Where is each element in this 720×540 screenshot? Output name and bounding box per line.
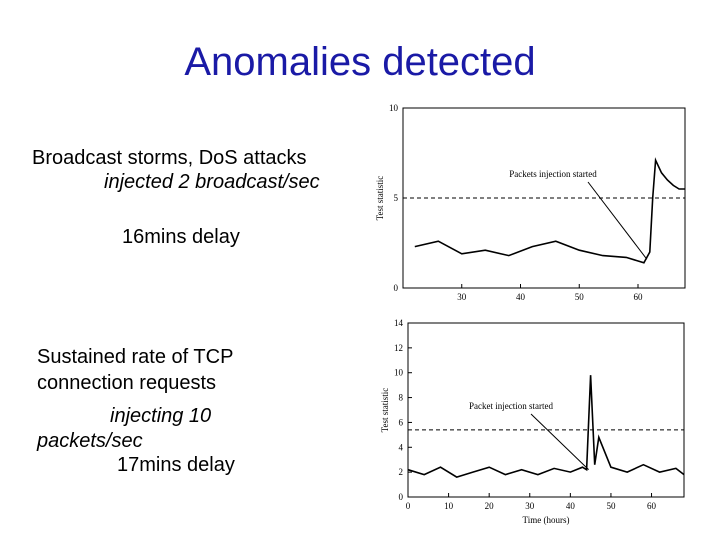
attack-type-label-2b: connection requests bbox=[37, 372, 217, 394]
y-tick-label: 4 bbox=[399, 442, 404, 452]
x-tick-label: 40 bbox=[566, 501, 576, 511]
attack-type-label: Broadcast storms, DoS attacks bbox=[32, 147, 307, 169]
injection-rate-label: injected 2 broadcast/sec bbox=[104, 171, 320, 193]
plot-frame bbox=[407, 322, 685, 498]
y-tick-label: 8 bbox=[399, 393, 404, 403]
tcp-test-statistic-chart: 0 2 4 6 8 10 12 14 0 10 20 30 40 50 60 Test statistic Ti… bbox=[380, 318, 685, 525]
y-tick-label: 6 bbox=[399, 417, 404, 427]
x-tick-label: 50 bbox=[606, 501, 616, 511]
x-tick-label: 30 bbox=[525, 501, 535, 511]
x-tick-label: 20 bbox=[485, 501, 495, 511]
x-tick-label: 40 bbox=[516, 292, 526, 302]
slide-title: Anomalies detected bbox=[184, 40, 536, 84]
injection-rate-label-2a: injecting 10 bbox=[110, 405, 212, 427]
injection-rate-label-2b: packets/sec bbox=[37, 430, 143, 452]
x-axis-label: Time (hours) bbox=[523, 515, 570, 525]
x-tick-label: 10 bbox=[444, 501, 454, 511]
y-tick-label: 2 bbox=[399, 467, 404, 477]
delay-label-2: 17mins delay bbox=[117, 454, 235, 476]
x-tick-label: 60 bbox=[647, 501, 657, 511]
annotation-label: Packets injection started bbox=[509, 169, 597, 179]
annotation-label: Packet injection started bbox=[469, 401, 553, 411]
series-line bbox=[407, 375, 685, 478]
y-axis-label: Test statistic bbox=[380, 388, 390, 433]
annotation-pointer bbox=[530, 413, 589, 471]
series-line bbox=[414, 157, 685, 264]
x-tick-label: 60 bbox=[634, 292, 644, 302]
y-tick-label: 0 bbox=[394, 283, 399, 293]
x-tick-label: 50 bbox=[575, 292, 585, 302]
y-tick-label: 10 bbox=[389, 104, 399, 113]
broadcast-test-statistic-chart: 0 5 10 30 40 50 60 Test statistic Packets inject… bbox=[375, 104, 686, 302]
y-axis-label: Test statistic bbox=[375, 176, 385, 221]
y-tick-label: 5 bbox=[394, 193, 399, 203]
annotation-pointer bbox=[587, 181, 648, 260]
delay-label: 16mins delay bbox=[122, 226, 240, 248]
x-tick-label: 30 bbox=[457, 292, 467, 302]
y-tick-label: 14 bbox=[394, 318, 404, 328]
y-tick-label: 10 bbox=[394, 368, 404, 378]
y-tick-label: 0 bbox=[399, 492, 404, 502]
x-tick-label: 0 bbox=[406, 501, 411, 511]
y-tick-label: 12 bbox=[394, 343, 403, 353]
attack-type-label-2a: Sustained rate of TCP bbox=[37, 346, 234, 368]
